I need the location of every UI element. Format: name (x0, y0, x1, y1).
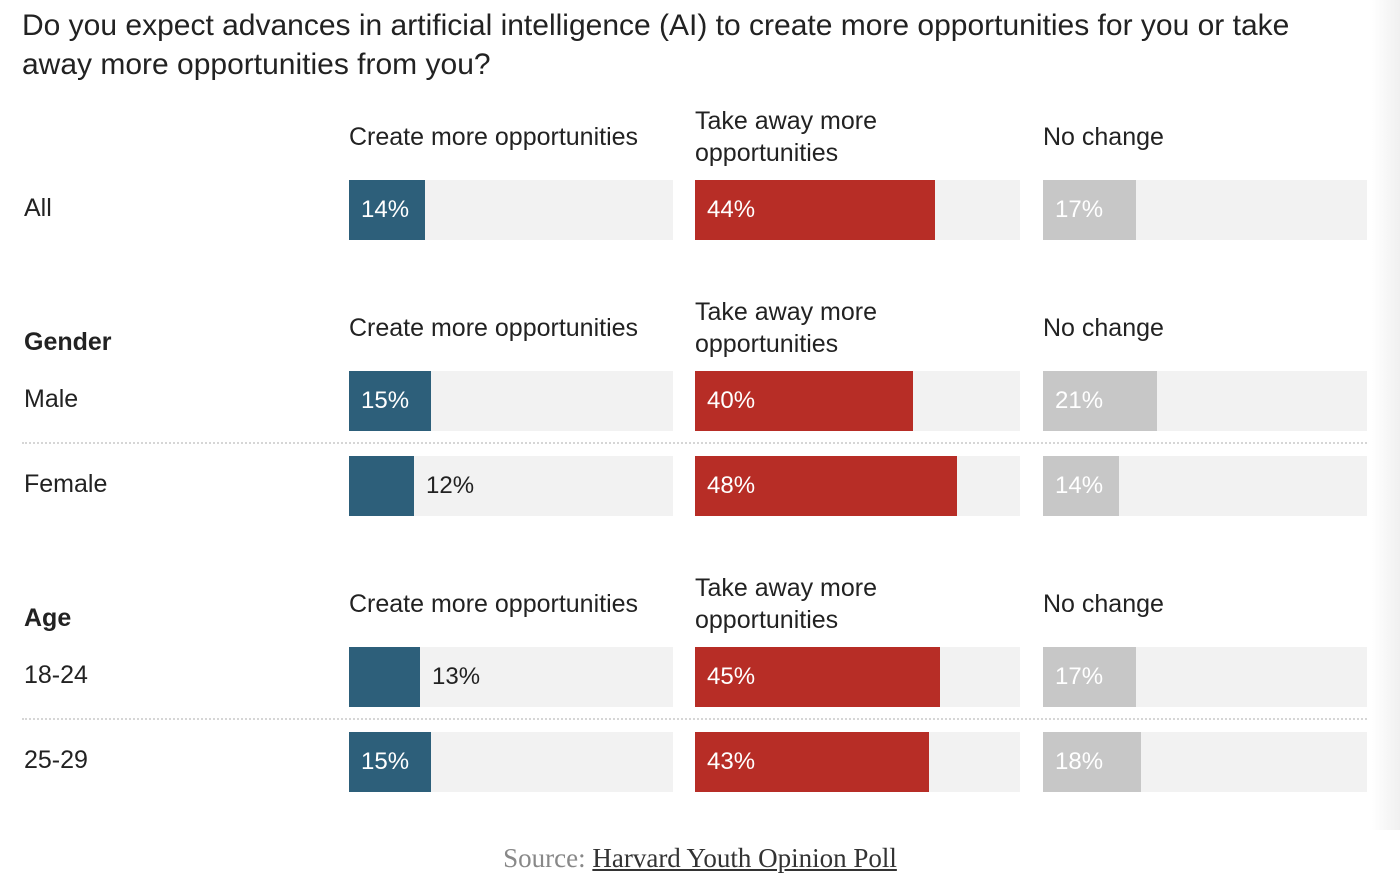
column-header-line: Create more opportunities (349, 590, 639, 618)
data-label: 15% (361, 387, 410, 414)
bar-track: 12% (349, 456, 673, 516)
column-header-2: Take away more opportunities (695, 105, 877, 169)
row-label: 18-24 (24, 661, 88, 689)
data-label: 14% (361, 196, 410, 223)
column-header-line: Take away more (695, 298, 878, 326)
group-label-age: Age (24, 604, 72, 632)
data-label: 14% (1055, 472, 1104, 499)
bar-track: 15% (349, 371, 673, 431)
bar-no-change (1043, 371, 1157, 431)
data-label: 12% (426, 472, 475, 499)
bar-take-away-more-opportunities (695, 456, 957, 516)
column-header-line: opportunities (695, 139, 839, 167)
row-label: 25-29 (24, 746, 88, 774)
data-label: 45% (707, 663, 756, 690)
data-label: 21% (1055, 387, 1104, 414)
row-label: All (24, 194, 52, 222)
column-header-2: Take away more opportunities (695, 572, 877, 636)
bar-track: 18% (1043, 732, 1367, 792)
column-header-line: Take away more (695, 574, 878, 602)
column-header-1: Create more opportunities (349, 121, 638, 153)
bar-no-change (1043, 647, 1136, 707)
bar-create-more-opportunities (349, 180, 425, 240)
column-header-line: Create more opportunities (349, 123, 639, 151)
data-label: 17% (1055, 663, 1104, 690)
bar-take-away-more-opportunities (695, 732, 929, 792)
data-label: 15% (361, 748, 410, 775)
data-label: 13% (432, 663, 481, 690)
bar-track: 14% (1043, 456, 1367, 516)
bar-no-change (1043, 456, 1119, 516)
bar-create-more-opportunities (349, 456, 414, 516)
column-header-1: Create more opportunities (349, 312, 638, 344)
bar-track: 43% (695, 732, 1020, 792)
data-label: 43% (707, 748, 756, 775)
row-separator (22, 442, 1367, 444)
bar-track: 40% (695, 371, 1020, 431)
bar-no-change (1043, 732, 1141, 792)
bar-no-change (1043, 180, 1136, 240)
row-label: Male (24, 385, 79, 413)
column-header-line: Take away more (695, 107, 878, 135)
row-label: Female (24, 470, 108, 498)
column-header-line: No change (1043, 314, 1164, 342)
bar-track: 14% (349, 180, 673, 240)
column-header-line: opportunities (695, 330, 839, 358)
bar-take-away-more-opportunities (695, 647, 940, 707)
bar-take-away-more-opportunities (695, 371, 913, 431)
data-label: 44% (707, 196, 756, 223)
source-prefix: Source: (503, 843, 593, 873)
data-label: 48% (707, 472, 756, 499)
column-header-1: Create more opportunities (349, 588, 638, 620)
source-line: Source: Harvard Youth Opinion Poll (0, 843, 1400, 874)
column-header-3: No change (1043, 121, 1164, 153)
bar-create-more-opportunities (349, 732, 431, 792)
column-header-line: opportunities (695, 606, 839, 634)
bar-track: 13% (349, 647, 673, 707)
bar-track: 48% (695, 456, 1020, 516)
bar-track: 17% (1043, 180, 1367, 240)
bar-track: 17% (1043, 647, 1367, 707)
data-label: 18% (1055, 748, 1104, 775)
bar-track: 45% (695, 647, 1020, 707)
column-header-2: Take away more opportunities (695, 296, 877, 360)
column-header-3: No change (1043, 312, 1164, 344)
chart-title: Do you expect advances in artificial int… (22, 9, 1290, 81)
bar-track: 21% (1043, 371, 1367, 431)
source-link[interactable]: Harvard Youth Opinion Poll (592, 843, 897, 873)
bar-take-away-more-opportunities (695, 180, 935, 240)
column-header-line: No change (1043, 590, 1164, 618)
data-label: 17% (1055, 196, 1104, 223)
edge-shadow (1372, 0, 1400, 830)
bar-create-more-opportunities (349, 371, 431, 431)
column-header-3: No change (1043, 588, 1164, 620)
data-label: 40% (707, 387, 756, 414)
column-header-line: Create more opportunities (349, 314, 639, 342)
bar-create-more-opportunities (349, 647, 420, 707)
column-header-line: No change (1043, 123, 1164, 151)
row-separator (22, 718, 1367, 720)
group-label-gender: Gender (24, 328, 112, 356)
bar-track: 44% (695, 180, 1020, 240)
bar-track: 15% (349, 732, 673, 792)
